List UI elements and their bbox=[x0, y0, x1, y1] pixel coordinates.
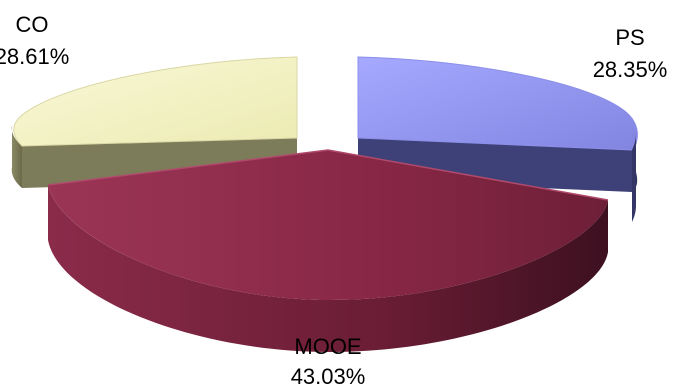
pie-slice-co-side bbox=[11, 125, 22, 188]
pie-slice-ps-side-right bbox=[632, 134, 636, 222]
pie-label-ps-percent: 28.35% bbox=[593, 57, 668, 82]
pie-label-mooe-percent: 43.03% bbox=[291, 364, 366, 387]
pie-slice-co bbox=[11, 56, 298, 188]
pie-label-mooe-name: MOOE bbox=[294, 334, 361, 359]
pie-slice-co-top bbox=[13, 56, 298, 147]
pie-label-mooe: MOOE 43.03% bbox=[291, 334, 366, 387]
pie-slice-ps-top bbox=[357, 56, 638, 151]
pie-slice-mooe bbox=[47, 149, 609, 352]
pie-label-co-name: CO bbox=[16, 12, 49, 37]
pie-label-ps: PS 28.35% bbox=[593, 25, 668, 82]
pie-slice-mooe-side bbox=[48, 185, 608, 352]
pie-slice-mooe-top bbox=[48, 150, 608, 300]
pie-label-co: CO 28.61% bbox=[0, 12, 69, 69]
pie-label-co-percent: 28.61% bbox=[0, 44, 69, 69]
pie-label-ps-name: PS bbox=[615, 25, 644, 50]
pie-slice-mooe-top-edge bbox=[47, 149, 609, 201]
